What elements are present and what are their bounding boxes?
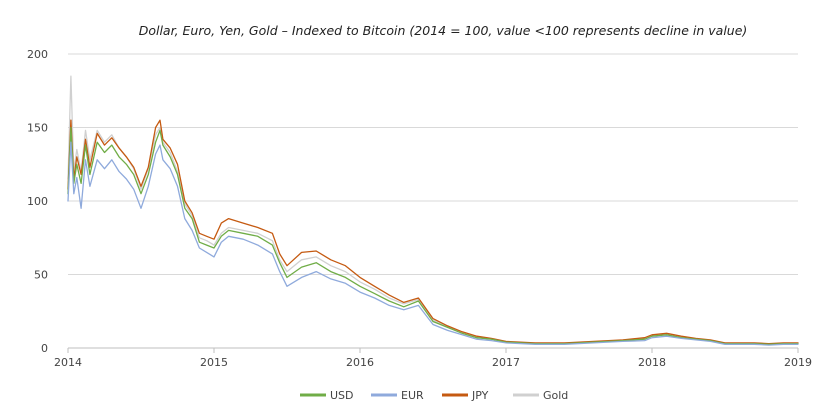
axes: 0 50 100 150 200 2014 2015 2016 2017 2018 2019 bbox=[27, 48, 812, 369]
series-line-usd bbox=[67, 126, 799, 345]
y-tick-label: 50 bbox=[34, 269, 48, 282]
x-tick-label: 2019 bbox=[784, 356, 812, 369]
y-tick-label: 0 bbox=[41, 342, 48, 355]
x-tick-label: 2018 bbox=[638, 356, 666, 369]
series-lines bbox=[67, 75, 799, 346]
chart-title: Dollar, Euro, Yen, Gold – Indexed to Bit… bbox=[139, 23, 748, 38]
x-tick-label: 2015 bbox=[200, 356, 228, 369]
legend-label-gold: Gold bbox=[543, 389, 568, 402]
legend-label-jpy: JPY bbox=[471, 389, 489, 402]
x-tick-label: 2016 bbox=[346, 356, 374, 369]
y-tick-label: 200 bbox=[27, 48, 48, 61]
legend-label-usd: USD bbox=[330, 389, 354, 402]
y-tick-label: 150 bbox=[27, 122, 48, 135]
y-tick-label: 100 bbox=[27, 195, 48, 208]
x-tick-label: 2014 bbox=[54, 356, 82, 369]
series-line-eur bbox=[67, 141, 799, 346]
legend-label-eur: EUR bbox=[401, 389, 424, 402]
legend: USD EUR JPY Gold bbox=[300, 389, 568, 402]
series-line-jpy bbox=[67, 119, 799, 345]
gridlines bbox=[68, 53, 798, 275]
x-tick-label: 2017 bbox=[492, 356, 520, 369]
series-line-gold bbox=[67, 75, 799, 345]
